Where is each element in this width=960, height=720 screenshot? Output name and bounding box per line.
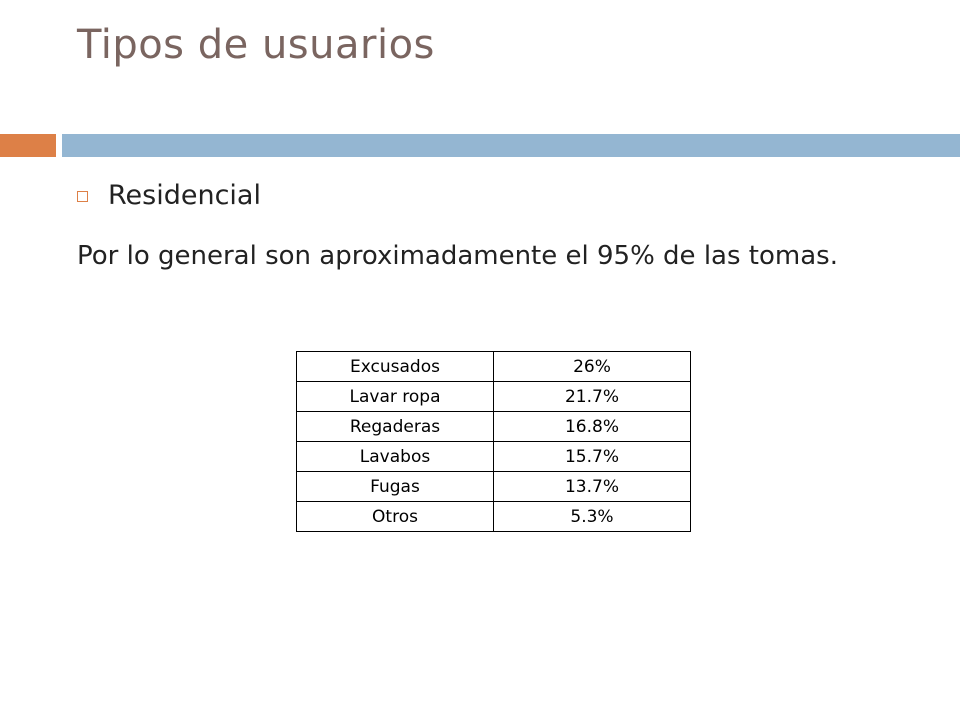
table-row: Excusados 26% xyxy=(296,351,691,382)
table-cell-value: 5.3% xyxy=(493,501,691,532)
bullet-text: Residencial xyxy=(108,180,261,211)
body-paragraph: Por lo general son aproximadamente el 95… xyxy=(77,241,838,271)
table-cell-label: Excusados xyxy=(296,351,494,382)
table-row: Fugas 13.7% xyxy=(296,471,691,502)
table-cell-label: Regaderas xyxy=(296,411,494,442)
table-cell-label: Lavar ropa xyxy=(296,381,494,412)
table-cell-value: 26% xyxy=(493,351,691,382)
table-cell-value: 15.7% xyxy=(493,441,691,472)
table-cell-value: 16.8% xyxy=(493,411,691,442)
table-cell-label: Lavabos xyxy=(296,441,494,472)
table-cell-label: Fugas xyxy=(296,471,494,502)
accent-bar-blue xyxy=(62,134,960,157)
usage-table: Excusados 26% Lavar ropa 21.7% Regaderas… xyxy=(296,351,691,532)
square-bullet-icon xyxy=(77,191,88,202)
bullet-item: Residencial xyxy=(77,180,261,211)
table-row: Lavar ropa 21.7% xyxy=(296,381,691,412)
accent-bar-orange xyxy=(0,134,56,157)
table-row: Otros 5.3% xyxy=(296,501,691,532)
slide-title: Tipos de usuarios xyxy=(77,22,435,68)
table-cell-value: 13.7% xyxy=(493,471,691,502)
table-row: Lavabos 15.7% xyxy=(296,441,691,472)
table-cell-value: 21.7% xyxy=(493,381,691,412)
table-cell-label: Otros xyxy=(296,501,494,532)
table-row: Regaderas 16.8% xyxy=(296,411,691,442)
